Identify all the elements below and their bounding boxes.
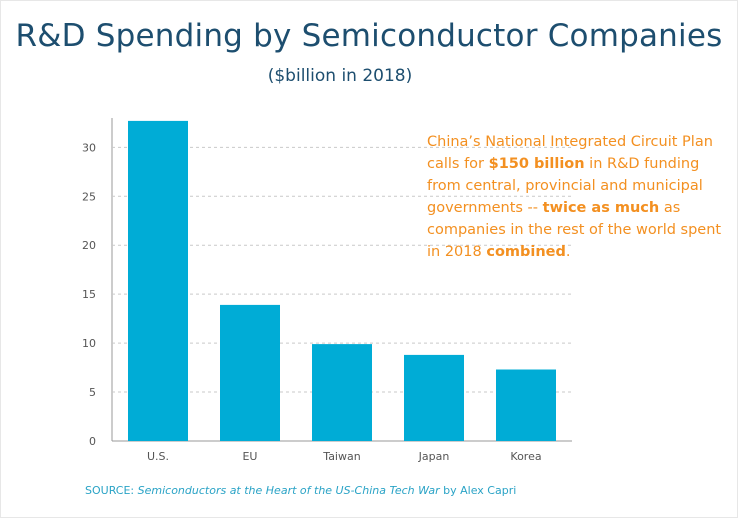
y-tick-label-25: 25 <box>82 190 96 203</box>
chart-title: R&D Spending by Semiconductor Companies <box>15 18 723 54</box>
bar-u-s <box>128 120 188 442</box>
x-tick-label-japan: Japan <box>418 450 450 463</box>
y-tick-label-5: 5 <box>89 386 96 399</box>
annotation-note: China’s National Integrated Circuit Plan… <box>427 131 727 263</box>
bar-taiwan <box>312 344 372 441</box>
x-tick-label-korea: Korea <box>510 450 541 463</box>
note-text-4: . <box>565 244 571 260</box>
note-highlight-combined: combined <box>486 244 566 260</box>
note-text-3: as companies in the rest of the world sp… <box>427 200 722 260</box>
x-tick-label-eu: EU <box>242 450 257 463</box>
note-highlight-amount: $150 billion <box>488 156 585 172</box>
bar-japan <box>404 354 464 441</box>
y-tick-label-10: 10 <box>82 337 96 350</box>
note-text-2: in R&D funding from central, provincial … <box>427 156 703 216</box>
y-tick-label-30: 30 <box>82 141 96 154</box>
chart-subtitle: ($billion in 2018) <box>267 66 413 86</box>
bar-eu <box>220 304 280 441</box>
source-prefix: SOURCE: <box>85 484 138 497</box>
note-text-1: China’s National Integrated Circuit Plan… <box>427 134 713 172</box>
source-credit: SOURCE: Semiconductors at the Heart of t… <box>85 484 725 497</box>
y-tick-label-0: 0 <box>89 435 96 448</box>
x-tick-label-u-s: U.S. <box>147 450 169 463</box>
source-work-title: Semiconductors at the Heart of the US-Ch… <box>137 484 440 497</box>
source-author: by Alex Capri <box>439 484 517 497</box>
x-tick-label-taiwan: Taiwan <box>322 450 360 463</box>
note-highlight-twice: twice as much <box>542 200 660 216</box>
bar-korea <box>496 369 556 441</box>
y-tick-label-20: 20 <box>82 239 96 252</box>
y-tick-label-15: 15 <box>82 288 96 301</box>
